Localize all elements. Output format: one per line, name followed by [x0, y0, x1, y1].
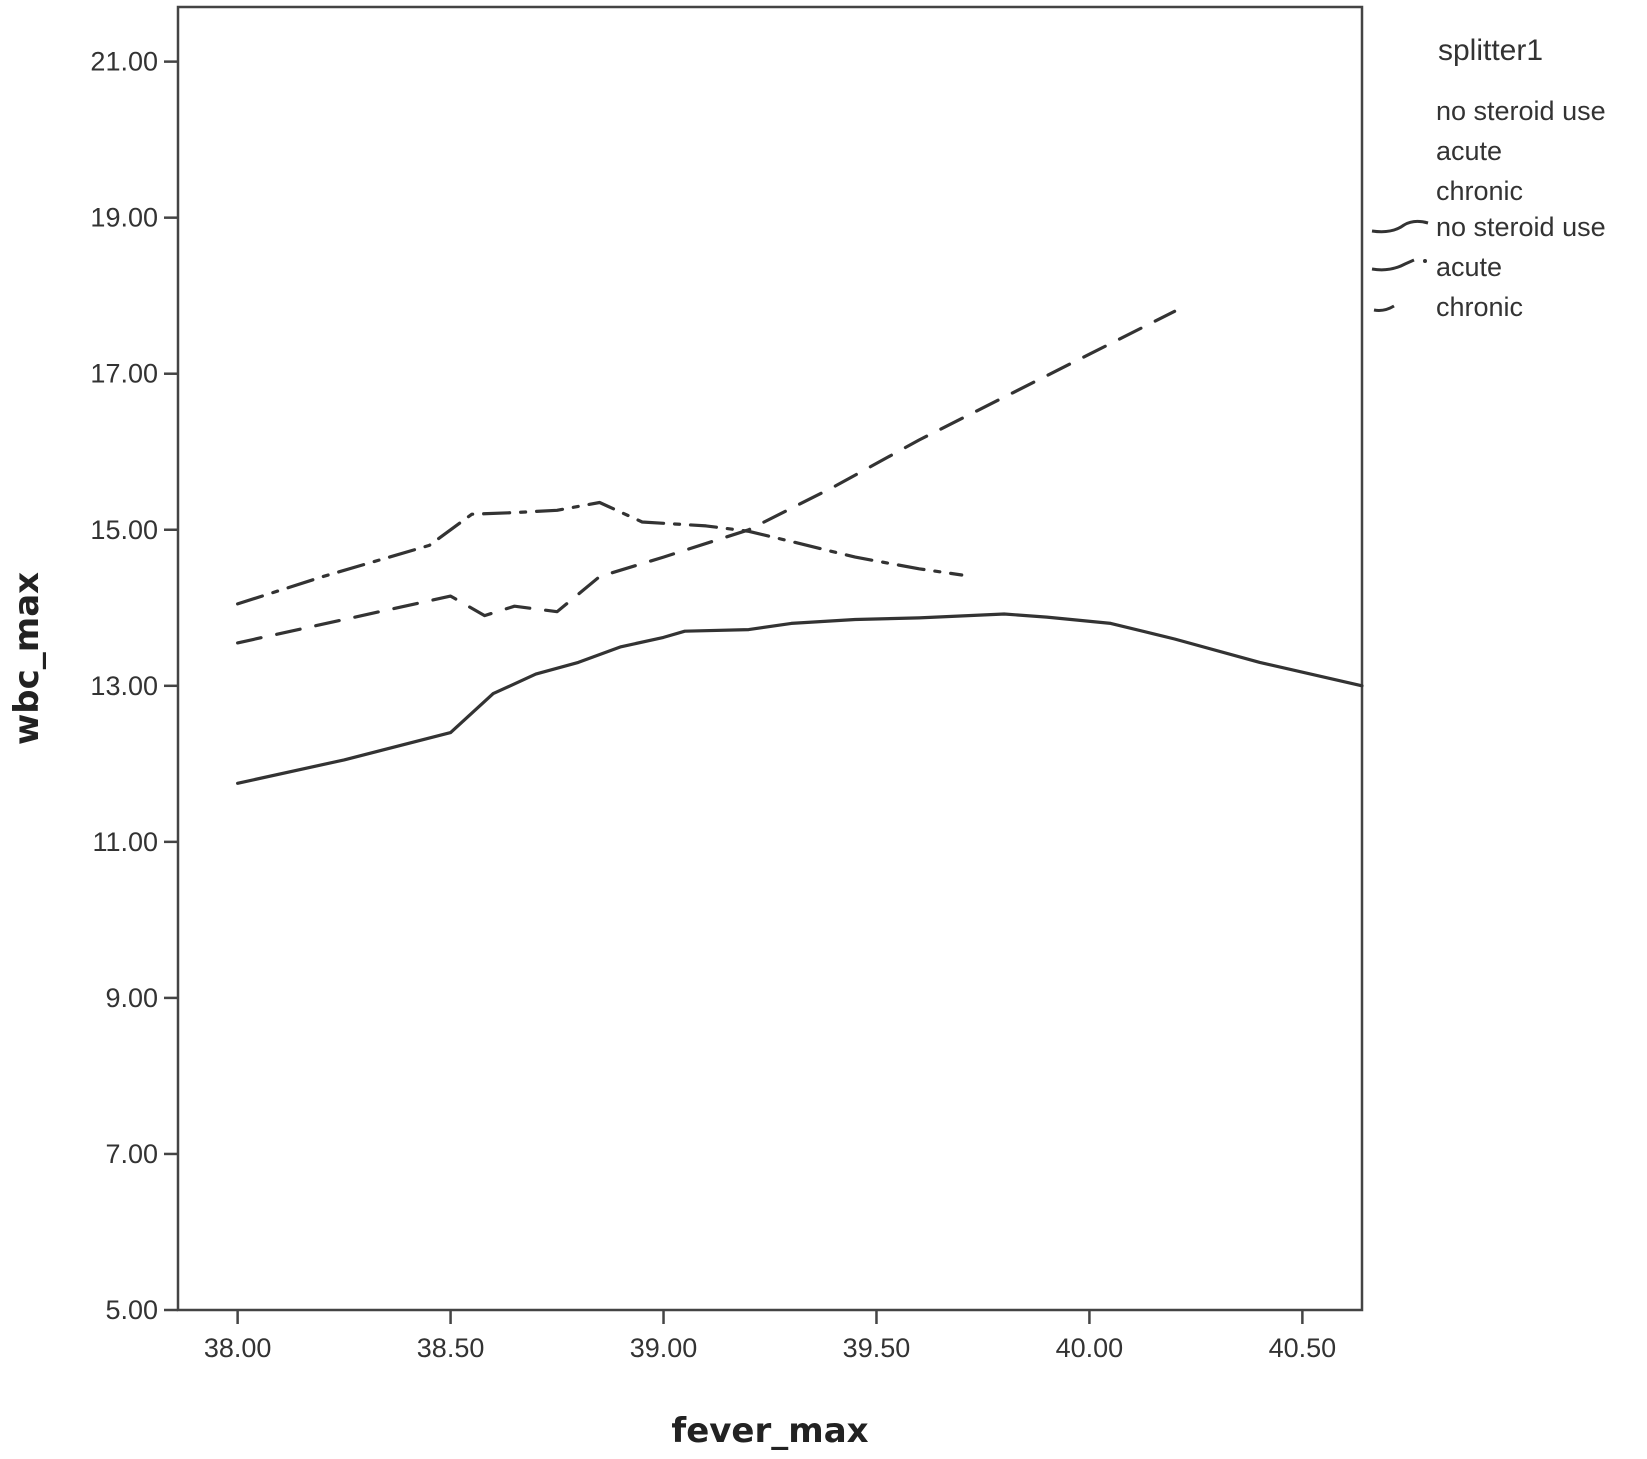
y-tick-label: 9.00: [105, 983, 158, 1013]
y-tick-label: 21.00: [90, 47, 158, 77]
x-tick-label: 38.00: [204, 1333, 272, 1363]
y-tick-label: 11.00: [92, 827, 158, 857]
legend-text-entry: no steroid use: [1436, 96, 1606, 126]
x-axis: 38.00 38.50 39.00 39.50 40.00 40.50: [204, 1310, 1336, 1363]
legend-text-entry: acute: [1436, 136, 1502, 166]
y-tick-label: 5.00: [105, 1295, 158, 1325]
legend-swatch-acute: [1371, 258, 1415, 272]
legend-entry: no steroid use: [1371, 212, 1606, 242]
legend-swatch-dot: [1423, 259, 1427, 263]
legend-entry: chronic: [1373, 292, 1523, 322]
legend-text-entry: chronic: [1436, 176, 1523, 206]
legend-swatch-chronic: [1373, 304, 1395, 312]
legend-title: splitter1: [1438, 34, 1543, 67]
y-axis-title: wbc_max: [7, 572, 47, 745]
y-axis: 5.00 7.00 9.00 11.00 13.00 15.00 17.00 19.00 21.…: [90, 47, 178, 1325]
legend-entries: no steroid use acute chronic: [1371, 212, 1606, 322]
legend-swatch-no-steroid-use: [1371, 219, 1429, 234]
x-axis-title: fever_max: [671, 1411, 868, 1451]
y-tick-label: 19.00: [90, 203, 158, 233]
series-line-no-steroid-use: [236, 612, 1364, 785]
legend-text-block: no steroid use acute chronic: [1436, 96, 1606, 206]
series-layer: [236, 309, 1364, 785]
x-tick-label: 39.50: [843, 1333, 911, 1363]
legend-label: no steroid use: [1436, 212, 1606, 242]
legend-entry: acute: [1371, 252, 1502, 282]
legend-label: chronic: [1436, 292, 1523, 322]
x-tick-label: 40.00: [1056, 1333, 1124, 1363]
x-tick-label: 39.00: [630, 1333, 698, 1363]
legend-label: acute: [1436, 252, 1502, 282]
y-tick-label: 13.00: [90, 671, 158, 701]
x-tick-label: 40.50: [1269, 1333, 1337, 1363]
x-tick-label: 38.50: [417, 1333, 485, 1363]
y-tick-label: 15.00: [90, 515, 158, 545]
series-line-chronic: [236, 309, 1177, 645]
plot-area-frame: [176, 5, 1364, 1312]
y-tick-label: 17.00: [90, 359, 158, 389]
legend: splitter1 no steroid use acute chronic no …: [1371, 34, 1606, 322]
y-tick-label: 7.00: [105, 1139, 158, 1169]
